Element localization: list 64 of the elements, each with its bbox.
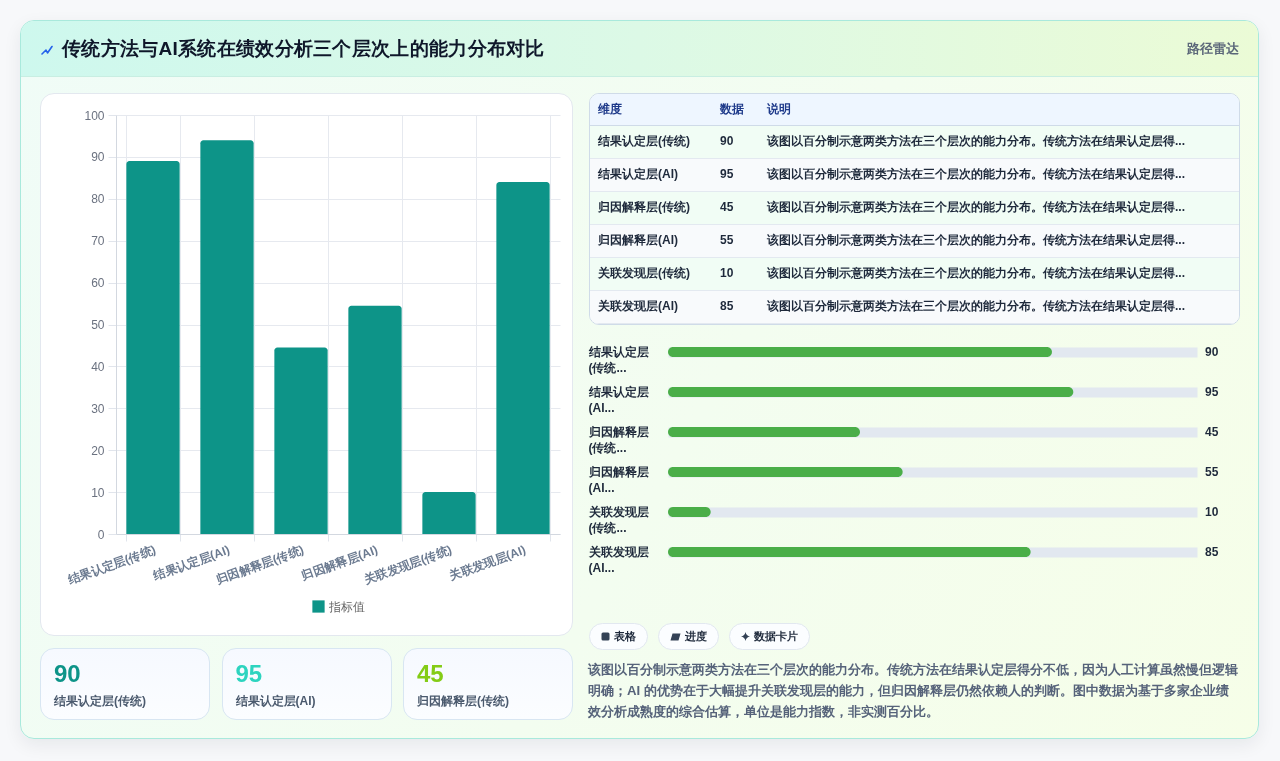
y-tick-label: 结果认定层(传统... [587, 345, 649, 375]
data-label: 95 [235, 660, 263, 688]
y-tick-label: 归因解释层(AI... [587, 465, 649, 495]
text: 说明 [767, 101, 791, 118]
y-tick-label: 70 [91, 234, 105, 249]
text: 维度 [598, 101, 622, 118]
y-tick-label: 60 [91, 276, 105, 291]
bar [496, 182, 550, 534]
chart-title: 传统方法与AI系统在绩效分析三个层次上的能力分布对比 [62, 37, 545, 61]
category-label: 关联发现层(AI) [598, 298, 678, 315]
y-tick-label: 结果认定层(AI... [587, 385, 649, 415]
data-label: 85 [1205, 545, 1219, 559]
text: 该图以百分制示意两类方法在三个层次的能力分布。传统方法在结果认定层得... [767, 299, 1186, 313]
data-label: 90 [720, 133, 734, 150]
text: 该图以百分制示意两类方法在三个层次的能力分布。传统方法在结果认定层得... [767, 266, 1186, 280]
data-label: 90 [1205, 345, 1219, 359]
category-label: 归因解释层(传统) [417, 693, 509, 709]
data-label: 10 [720, 265, 734, 282]
y-tick-label: 90 [91, 150, 105, 165]
y-tick-label: 40 [91, 359, 105, 374]
category-label: 关联发现层(传统) [598, 265, 690, 282]
pill-button: 表格 [589, 623, 648, 650]
y-tick-label: 80 [91, 192, 105, 207]
text: 该图以百分制示意两类方法在三个层次的能力分布。传统方法在结果认定层得... [767, 233, 1186, 247]
category-label: 结果认定层(AI) [235, 693, 316, 709]
y-tick-label: 0 [97, 527, 105, 542]
data-label: 45 [720, 199, 734, 216]
data-label: 55 [720, 232, 734, 249]
pill-button: 数据卡片 [729, 623, 810, 650]
y-tick-label: 20 [91, 443, 105, 458]
data-label: 10 [1205, 505, 1219, 519]
legend-label: 指标值 [328, 599, 365, 614]
y-tick-label: 10 [91, 485, 105, 500]
text: 数据 [720, 101, 744, 118]
bar [200, 140, 254, 534]
category-label: 结果认定层(传统) [54, 693, 146, 709]
category-label: 归因解释层(AI) [598, 232, 678, 249]
y-tick-label: 关联发现层(AI... [587, 545, 649, 575]
data-label: 45 [417, 660, 444, 688]
text: 路径雷达 [1187, 40, 1239, 58]
y-tick-label: 100 [84, 108, 105, 123]
text: 该图以百分制示意两类方法在三个层次的能力分布。传统方法在结果认定层得... [767, 200, 1186, 214]
y-tick-label: 归因解释层(传统... [587, 425, 649, 455]
text: 该图以百分制示意两类方法在三个层次的能力分布。传统方法在结果认定层得... [767, 167, 1186, 181]
y-tick-label: 50 [91, 318, 105, 332]
text: 该图以百分制示意两类方法在三个层次的能力分布。传统方法在结果认定层得分不低，因为人工计算虽然慢但逻辑明确；AI 的优势在于大幅提升关联发现层的能力，但归因解释层仍然依赖人的判断。图中数据为基于多家企业绩效分析成熟度的综合估算，单位是能力指数，非实测百分比。 [588, 661, 1239, 721]
bar [422, 492, 476, 534]
pill-button: 进度 [658, 623, 719, 650]
y-tick-label: 30 [91, 401, 105, 416]
data-label: 90 [54, 660, 81, 688]
bar [348, 305, 402, 534]
category-label: 结果认定层(传统) [598, 133, 690, 150]
y-tick-label: 关联发现层(传统... [587, 505, 649, 535]
data-label: 45 [1205, 425, 1219, 439]
data-label: 85 [720, 298, 734, 315]
bar [126, 161, 180, 534]
bar [668, 507, 711, 517]
bar [274, 347, 328, 534]
data-label: 95 [1205, 385, 1219, 399]
category-label: 归因解释层(传统) [598, 199, 690, 216]
text: 该图以百分制示意两类方法在三个层次的能力分布。传统方法在结果认定层得... [767, 133, 1186, 150]
category-label: 结果认定层(AI) [598, 166, 678, 183]
data-label: 95 [720, 166, 734, 183]
data-label: 55 [1205, 465, 1219, 479]
